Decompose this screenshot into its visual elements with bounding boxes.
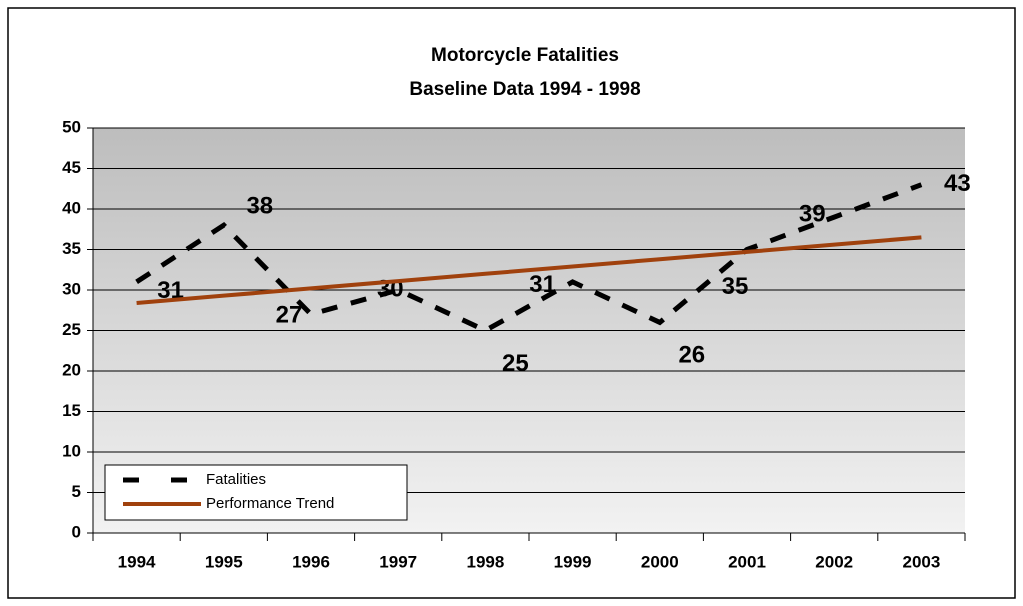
legend-label: Fatalities — [206, 471, 266, 488]
x-tick-label: 1997 — [379, 552, 417, 571]
y-tick-label: 5 — [72, 482, 81, 501]
data-label: 26 — [678, 342, 705, 369]
data-label: 35 — [722, 273, 749, 300]
x-tick-label: 1996 — [292, 552, 330, 571]
chart-title: Motorcycle Fatalities — [431, 45, 619, 66]
data-label: 38 — [246, 193, 273, 220]
x-tick-label: 2000 — [641, 552, 679, 571]
y-tick-label: 20 — [62, 360, 81, 379]
y-tick-label: 0 — [72, 522, 81, 541]
y-tick-label: 35 — [62, 239, 81, 258]
series-line — [136, 235, 922, 305]
x-tick-label: 1998 — [466, 552, 504, 571]
legend-box — [104, 464, 408, 521]
data-label: 39 — [799, 200, 826, 227]
x-tick-label: 2002 — [815, 552, 853, 571]
chart-subtitle: Baseline Data 1994 - 1998 — [409, 79, 640, 100]
data-label: 25 — [502, 350, 529, 377]
y-tick-label: 45 — [62, 158, 81, 177]
y-tick-label: 10 — [62, 441, 81, 460]
x-tick-label: 1999 — [554, 552, 592, 571]
y-tick-label: 50 — [62, 117, 81, 136]
series-line — [135, 182, 923, 334]
x-tick-label: 2001 — [728, 552, 766, 571]
y-tick-label: 25 — [62, 320, 81, 339]
x-tick-label: 2003 — [902, 552, 940, 571]
x-tick-label: 1994 — [118, 552, 156, 571]
y-tick-label: 15 — [62, 401, 81, 420]
x-tick-label: 1995 — [205, 552, 243, 571]
data-label: 31 — [529, 271, 556, 298]
data-label: 27 — [276, 302, 303, 329]
data-label: 43 — [944, 170, 971, 197]
y-tick-label: 40 — [62, 198, 81, 217]
y-tick-label: 30 — [62, 279, 81, 298]
legend-label: Performance Trend — [206, 495, 334, 512]
